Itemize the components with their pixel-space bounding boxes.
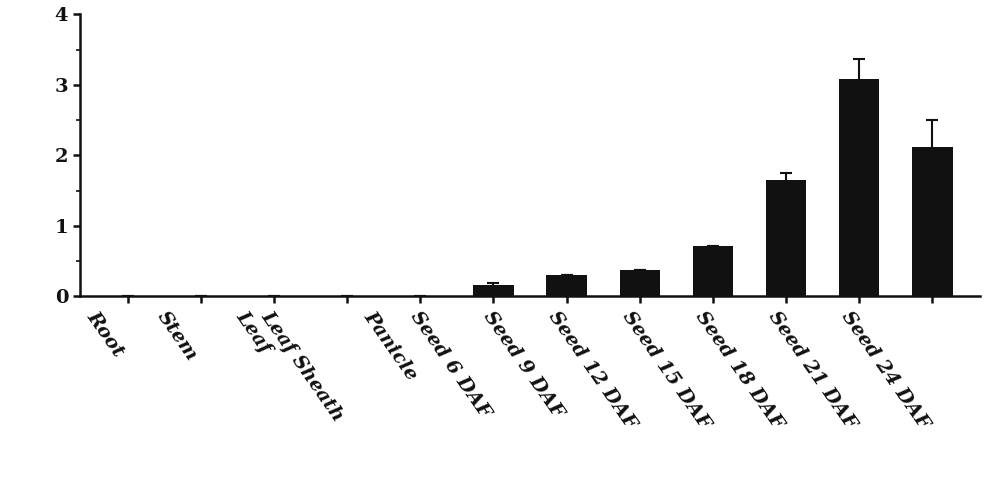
Bar	[546, 275, 587, 296]
Bar	[620, 270, 660, 296]
Bar	[839, 79, 879, 296]
Bar	[766, 180, 806, 296]
Bar	[693, 246, 733, 296]
Bar	[912, 147, 953, 296]
Bar	[473, 285, 514, 296]
